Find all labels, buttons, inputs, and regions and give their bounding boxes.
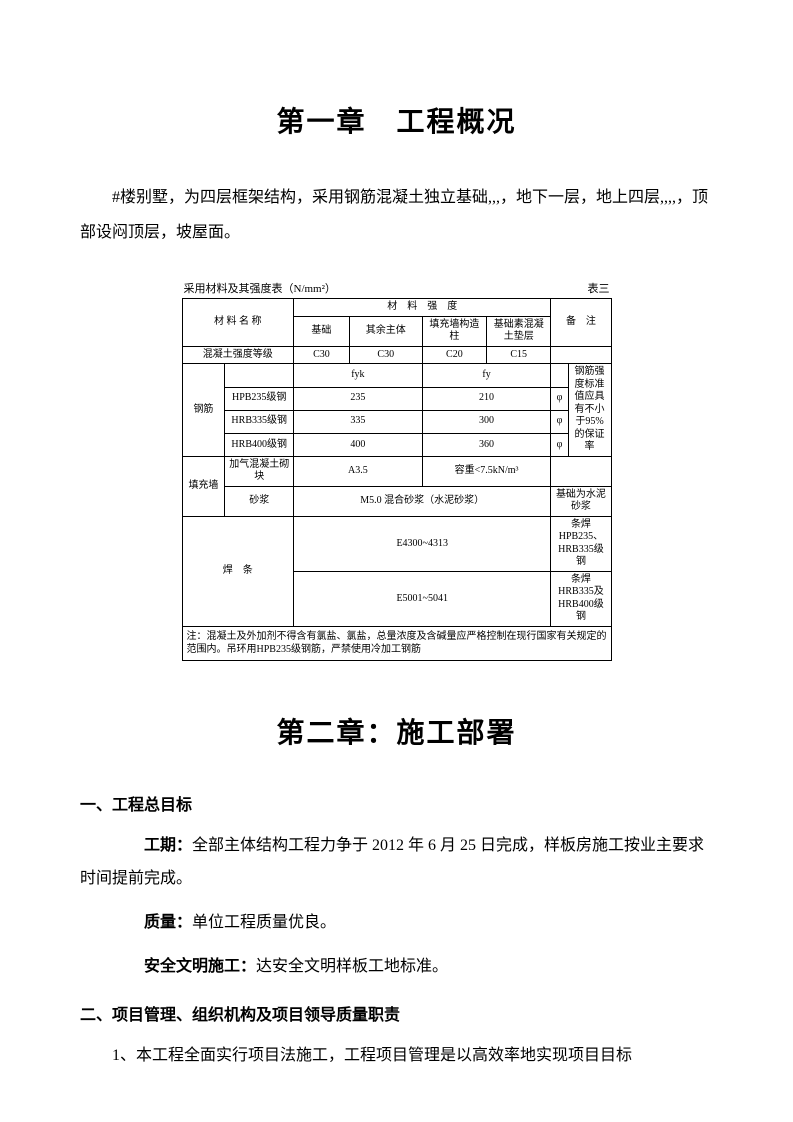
row-hrb400-name: HRB400级钢	[225, 433, 294, 456]
row-mortar-remark: 基础为水泥砂浆	[551, 486, 611, 516]
materials-table: 材 料 名 称 材 料 强 度 备 注 基础 其余主体 填充墙构造柱 基础素混凝…	[182, 298, 612, 661]
row-mortar-name: 砂浆	[225, 486, 294, 516]
th-other: 其余主体	[349, 316, 422, 346]
materials-table-wrap: 采用材料及其强度表（N/mm²） 表三 材 料 名 称 材 料 强 度 备 注 …	[182, 280, 612, 661]
row-hrb335-c2: 335	[294, 410, 423, 433]
safety-label: 安全文明施工：	[144, 958, 256, 975]
row-hpb235-c4: 210	[422, 387, 551, 410]
row-fyk-c4: fy	[422, 364, 551, 387]
row-concrete-c2: C30	[349, 346, 422, 364]
row-concrete-c3: C20	[422, 346, 486, 364]
row-hrb335-c4: 300	[422, 410, 551, 433]
quality-para: 质量：单位工程质量优良。	[80, 906, 713, 940]
row-weld1-mid: E4300~4313	[294, 516, 551, 571]
row-hrb335-name: HRB335级钢	[225, 410, 294, 433]
row-hpb235-name: HPB235级钢	[225, 387, 294, 410]
row-hrb400-c4: 360	[422, 433, 551, 456]
row-weld2-remark: 条焊HRB335及HRB400级钢	[551, 571, 611, 626]
row-concrete-remark	[551, 346, 611, 364]
infill-group: 填充墙	[182, 456, 225, 516]
safety-text: 达安全文明样板工地标准。	[256, 958, 448, 975]
th-material-name: 材 料 名 称	[182, 299, 294, 347]
table-caption-left: 采用材料及其强度表（N/mm²）	[184, 280, 336, 296]
sec1-heading: 一、工程总目标	[80, 791, 713, 815]
row-block-mid: A3.5	[294, 456, 423, 486]
safety-para: 安全文明施工：达安全文明样板工地标准。	[80, 950, 713, 984]
row-block-right: 容重<7.5kN/m³	[422, 456, 551, 486]
row-fyk-c5	[551, 364, 568, 387]
row-concrete-name: 混凝土强度等级	[182, 346, 294, 364]
weld-name: 焊 条	[182, 516, 294, 626]
sec2-heading: 二、项目管理、组织机构及项目领导质量职责	[80, 1001, 713, 1025]
row-hrb400-c5: φ	[551, 433, 568, 456]
steel-remark: 钢筋强度标准值应具有不小于95%的保证率	[568, 364, 611, 457]
th-infill-col: 填充墙构造柱	[422, 316, 486, 346]
row-weld1-remark: 条焊HPB235、HRB335级钢	[551, 516, 611, 571]
row-fyk-name	[225, 364, 294, 387]
row-concrete-c1: C30	[294, 346, 350, 364]
th-remark: 备 注	[551, 299, 611, 347]
duration-label: 工期：	[144, 837, 192, 854]
row-hrb400-c2: 400	[294, 433, 423, 456]
row-mortar-mid: M5.0 混合砂浆（水泥砂浆）	[294, 486, 551, 516]
th-base: 基础	[294, 316, 350, 346]
item1: 1、本工程全面实行项目法施工，工程项目管理是以高效率地实现项目目标	[80, 1039, 713, 1073]
row-hpb235-c2: 235	[294, 387, 423, 410]
table-note: 注：混凝土及外加剂不得含有氯盐、氯盐，总量浓度及含碱量应严格控制在现行国家有关规…	[182, 626, 611, 660]
th-strength: 材 料 强 度	[294, 299, 551, 317]
row-hpb235-c5: φ	[551, 387, 568, 410]
row-hrb335-c5: φ	[551, 410, 568, 433]
quality-text: 单位工程质量优良。	[192, 914, 336, 931]
row-fyk-c2: fyk	[294, 364, 423, 387]
chapter1-title: 第一章 工程概况	[80, 100, 713, 140]
th-base-cushion: 基础素混凝土垫层	[487, 316, 551, 346]
steel-group: 钢筋	[182, 364, 225, 457]
duration-para: 工期：全部主体结构工程力争于 2012 年 6 月 25 日完成，样板房施工按业…	[80, 829, 713, 896]
row-block-name: 加气混凝土砌块	[225, 456, 294, 486]
quality-label: 质量：	[144, 914, 192, 931]
row-weld2-mid: E5001~5041	[294, 571, 551, 626]
row-concrete-c4: C15	[487, 346, 551, 364]
row-block-remark	[551, 456, 611, 486]
table-caption-right: 表三	[588, 280, 610, 296]
chapter1-para: #楼别墅，为四层框架结构，采用钢筋混凝土独立基础,,,，地下一层，地上四层,,,…	[80, 180, 713, 250]
chapter2-title: 第二章：施工部署	[80, 711, 713, 751]
